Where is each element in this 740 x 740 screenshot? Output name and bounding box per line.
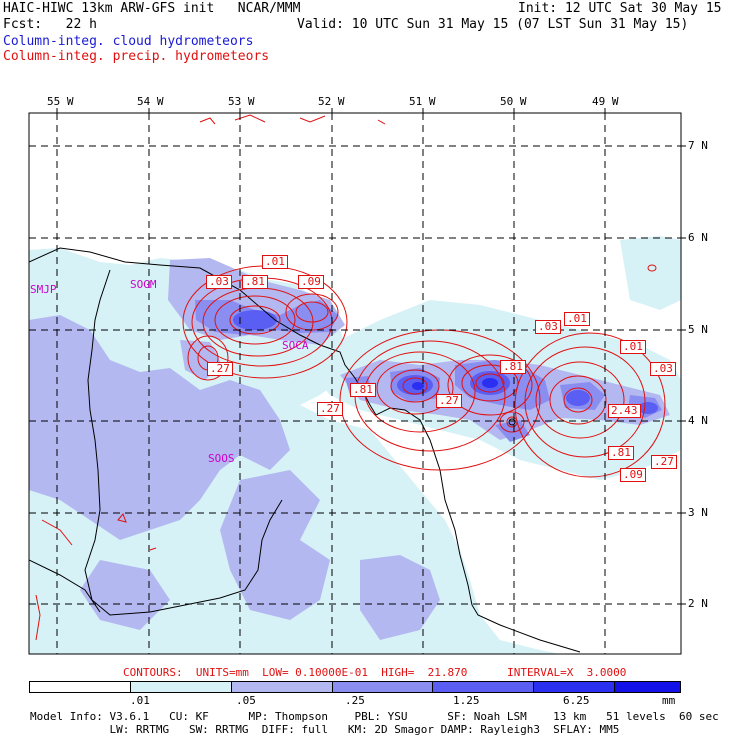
colorbar-bin: [30, 682, 131, 692]
colorbar-tick: 6.25: [563, 694, 590, 707]
lat-label: 4 N: [688, 414, 708, 427]
cloud-shade-medium: [29, 315, 290, 540]
colorbar-tick: .01: [130, 694, 150, 707]
contour-label: .81: [500, 360, 526, 374]
contour-label: .01: [564, 312, 590, 326]
colorbar-bin: [615, 682, 680, 692]
valid-time: Valid: 10 UTC Sun 31 May 15 (07 LST Sun …: [297, 17, 689, 32]
cloud-core: [482, 378, 498, 388]
lon-label: 51 W: [409, 95, 436, 108]
colorbar-tick: .25: [345, 694, 365, 707]
cloud-core: [566, 390, 590, 406]
lon-label: 54 W: [137, 95, 164, 108]
station-label: SOCA: [282, 339, 309, 352]
colorbar-bin: [433, 682, 535, 692]
lat-label: 6 N: [688, 231, 708, 244]
colorbar-bin: [231, 682, 333, 692]
graticule: [29, 113, 681, 654]
contour-label: .03: [535, 320, 561, 334]
frame-ticks: [56, 108, 686, 605]
contour-label: .81: [350, 383, 376, 397]
station-marker-icon: [508, 418, 516, 426]
contour-label: .03: [206, 275, 232, 289]
contour-label: .81: [608, 446, 634, 460]
coastline: [29, 247, 581, 653]
contour-label: .01: [262, 255, 288, 269]
station-label: SMJP: [30, 283, 57, 296]
station-label: SOGM: [130, 278, 157, 291]
contour-label: .01: [620, 340, 646, 354]
lon-label: 53 W: [228, 95, 255, 108]
cloud-core: [412, 382, 424, 390]
colorbar-tick: 1.25: [453, 694, 480, 707]
colorbar: [29, 681, 681, 693]
colorbar-bin: [332, 682, 434, 692]
contour-label: .27: [651, 455, 677, 469]
cloud-shade-medium: [360, 555, 440, 640]
lat-label: 5 N: [688, 323, 708, 336]
lon-label: 49 W: [592, 95, 619, 108]
station-label: SOOS: [208, 452, 235, 465]
lat-label: 3 N: [688, 506, 708, 519]
contour-label: 2.43: [608, 404, 641, 418]
model-info-line1: Model Info: V3.6.1 CU: KF MP: Thompson P…: [30, 710, 719, 723]
init-time: Init: 12 UTC Sat 30 May 15: [518, 1, 722, 16]
border-line: [29, 559, 101, 613]
forecast-hour: Fcst: 22 h: [3, 17, 97, 32]
lon-label: 55 W: [47, 95, 74, 108]
contour-label: .27: [207, 362, 233, 376]
colorbar-bin: [130, 682, 232, 692]
lon-label: 50 W: [500, 95, 527, 108]
contour-label: .03: [650, 362, 676, 376]
contour-label: .81: [242, 275, 268, 289]
cloud-shade-light: [29, 248, 560, 654]
model-info-line2: LW: RRTMG SW: RRTMG DIFF: full KM: 2D Sm…: [30, 723, 620, 736]
lon-label: 52 W: [318, 95, 345, 108]
cloud-core: [233, 310, 277, 330]
precip-contours: [35, 114, 666, 641]
cloud-shade-light: [620, 236, 681, 310]
lat-label: 2 N: [688, 597, 708, 610]
cloud-shade-dark: [495, 420, 530, 442]
colorbar-tick: .05: [236, 694, 256, 707]
lat-label: 7 N: [688, 139, 708, 152]
contour-label: .09: [298, 275, 324, 289]
field-label-precip: Column-integ. precip. hydrometeors: [3, 49, 270, 64]
contour-label: .27: [436, 394, 462, 408]
colorbar-bin: [534, 682, 616, 692]
colorbar-unit: mm: [662, 694, 676, 707]
cloud-shade-medium: [220, 470, 330, 620]
contour-info: CONTOURS: UNITS=mm LOW= 0.10000E-01 HIGH…: [123, 666, 627, 679]
map-frame: [28, 112, 682, 655]
field-label-cloud: Column-integ. cloud hydrometeors: [3, 34, 254, 49]
contour-label: .09: [620, 468, 646, 482]
plot-title: HAIC-HIWC 13km ARW-GFS init NCAR/MMM: [3, 1, 301, 16]
cloud-core: [638, 402, 658, 414]
contour-label: .27: [317, 402, 343, 416]
border-line: [84, 269, 283, 616]
